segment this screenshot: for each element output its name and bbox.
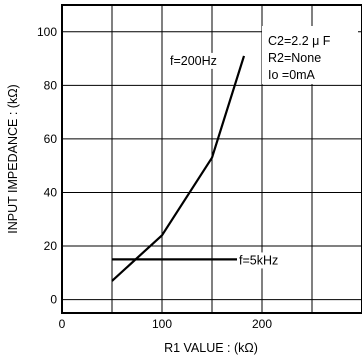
y-tick-label: 100	[37, 25, 57, 39]
y-tick-label: 40	[44, 185, 58, 199]
x-tick-label: 200	[252, 317, 272, 331]
y-tick-label: 60	[44, 132, 58, 146]
series-label-200hz: f=200Hz	[170, 54, 217, 68]
x-axis-title: R1 VALUE : (kΩ)	[164, 341, 258, 355]
series-label-background-5khz	[238, 252, 300, 269]
x-tick-label: 100	[152, 317, 172, 331]
series-label-background-200hz	[168, 52, 238, 69]
annotation-background	[262, 26, 358, 84]
plot-frame	[61, 4, 362, 314]
y-tick-label: 0	[50, 293, 57, 307]
annotation-io: Io =0mA	[268, 68, 316, 82]
series-label-layer: f=200Hz f=5kHz	[168, 52, 300, 269]
tick-layer: 0 100 200 0 20 40 60 80 100	[37, 25, 272, 331]
annotation-r2: R2=None	[268, 51, 321, 65]
series-line-200hz	[111, 55, 246, 282]
annotation-c2: C2=2.2 μ F	[268, 34, 331, 48]
annotation-box: C2=2.2 μ F R2=None Io =0mA	[262, 26, 358, 84]
series-layer	[111, 55, 246, 282]
series-label-5khz: f=5kHz	[239, 253, 278, 267]
x-tick-label: 0	[59, 317, 66, 331]
y-axis-title: INPUT IMPEDANCE : (kΩ)	[6, 84, 20, 233]
y-tick-label: 20	[44, 239, 58, 253]
y-tick-label: 80	[44, 78, 58, 92]
